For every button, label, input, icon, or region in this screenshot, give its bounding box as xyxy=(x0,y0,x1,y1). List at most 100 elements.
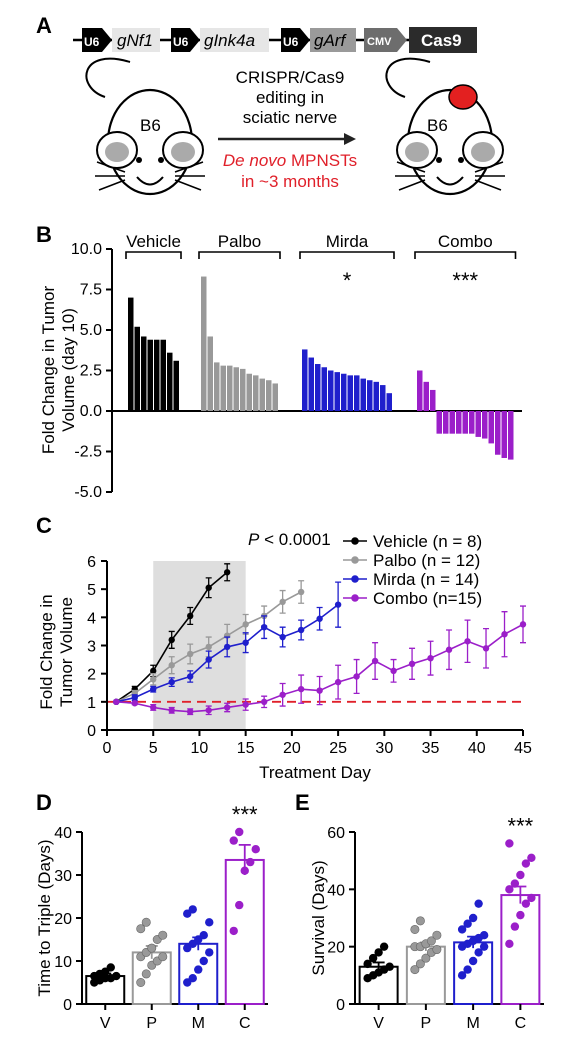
c-point-mirda xyxy=(131,694,138,701)
b-group-bracket xyxy=(198,251,281,259)
c-y-tick-label: 2 xyxy=(87,667,96,684)
svg-text:Cas9: Cas9 xyxy=(421,31,462,50)
c-legend-marker-palbo xyxy=(351,556,359,564)
b-bar-combo xyxy=(417,370,423,411)
e-dot-P xyxy=(410,924,420,934)
e-dot-M xyxy=(479,942,489,951)
b-bar-combo xyxy=(443,411,449,434)
b-y-label-line: Volume (day 10) xyxy=(59,308,78,432)
c-point-vehicle xyxy=(150,667,157,675)
b-group-bracket xyxy=(414,251,517,259)
c-point-vehicle xyxy=(168,636,175,644)
c-x-tick-label: 30 xyxy=(375,740,393,757)
b-bar-mirda xyxy=(354,375,360,411)
svg-text:CMV: CMV xyxy=(367,36,392,48)
b-bar-mirda xyxy=(347,375,353,411)
e-dot-C xyxy=(505,839,514,848)
c-y-tick-label: 6 xyxy=(87,554,96,571)
c-point-combo xyxy=(150,704,157,711)
e-dot-M xyxy=(463,919,472,928)
d-dot-M xyxy=(188,905,197,914)
c-p-value: P < 0.0001 xyxy=(248,530,331,549)
e-dot-V xyxy=(385,962,394,971)
d-dot-P xyxy=(141,917,151,927)
b-group-label: Combo xyxy=(438,232,493,251)
c-point-combo xyxy=(260,698,268,706)
d-dot-C xyxy=(229,836,238,845)
b-bar-vehicle xyxy=(167,352,173,411)
c-point-combo xyxy=(371,657,379,665)
b-bar-palbo xyxy=(220,365,226,411)
d-dot-M xyxy=(188,974,197,983)
tumor-icon xyxy=(448,84,478,110)
b-y-tick-label: 2.5 xyxy=(80,363,102,380)
d-dot-C xyxy=(235,827,244,837)
e-dot-V xyxy=(374,948,383,957)
e-dot-M xyxy=(468,956,478,966)
a-text-line3: sciatic nerve xyxy=(243,108,337,127)
c-y-label-line: Fold Change in xyxy=(37,594,56,709)
b-significance: *** xyxy=(452,268,478,293)
b-bar-combo xyxy=(436,411,442,434)
b-group-label: Mirda xyxy=(326,232,369,251)
b-bar-palbo xyxy=(201,276,207,411)
c-legend-label-vehicle: Vehicle (n = 8) xyxy=(373,532,482,551)
c-y-label: Fold Change inTumor Volume xyxy=(37,594,76,709)
c-point-combo xyxy=(408,660,416,668)
c-point-combo xyxy=(131,700,138,707)
guide-gnf1: gNf1 xyxy=(112,28,160,52)
b-bar-mirda xyxy=(373,381,379,411)
cas9-box: Cas9 xyxy=(409,27,477,53)
e-significance: *** xyxy=(508,813,534,838)
b-bar-palbo xyxy=(259,378,265,411)
svg-text:gNf1: gNf1 xyxy=(117,31,153,50)
b-bar-combo xyxy=(456,411,462,434)
e-y-tick-label: 40 xyxy=(327,882,345,899)
c-p-value-rest: < 0.0001 xyxy=(259,530,330,549)
b-bar-mirda xyxy=(321,367,327,411)
c-point-palbo xyxy=(168,662,175,669)
e-dot-P xyxy=(432,945,442,955)
c-legend-marker-mirda xyxy=(351,575,359,583)
c-point-combo xyxy=(205,707,212,714)
c-y-tick-label: 0 xyxy=(87,723,96,740)
e-dot-C xyxy=(505,939,514,948)
b-bar-mirda xyxy=(341,373,347,411)
b-y-tick-label: 7.5 xyxy=(80,282,102,299)
c-point-vehicle xyxy=(223,569,231,576)
b-y-tick-label: 5.0 xyxy=(80,322,102,339)
d-dot-P xyxy=(147,943,157,953)
e-dot-C xyxy=(510,879,520,888)
svg-text:gInk4a: gInk4a xyxy=(204,31,255,50)
e-dot-M xyxy=(468,913,478,923)
e-dot-C xyxy=(521,899,531,908)
guide-garf: gArf xyxy=(310,28,356,52)
b-y-tick-label: -2.5 xyxy=(74,444,102,461)
b-bar-combo xyxy=(508,411,514,460)
e-dot-V xyxy=(379,942,389,951)
b-bar-palbo xyxy=(246,373,252,411)
a-red-line2: in ~3 months xyxy=(241,172,339,191)
e-dot-C xyxy=(527,853,536,862)
b-bar-mirda xyxy=(386,393,392,411)
a-arrow-head xyxy=(344,133,356,145)
a-red-line1: De novo MPNSTs xyxy=(223,151,357,170)
panel-e-label: E xyxy=(295,790,310,815)
c-point-mirda xyxy=(168,678,175,686)
b-bar-palbo xyxy=(233,367,239,411)
panel-b-label: B xyxy=(36,222,52,247)
b-y-label-line: Fold Change in Tumor xyxy=(39,286,58,455)
c-point-mirda xyxy=(187,673,194,680)
d-dot-P xyxy=(158,930,168,940)
c-point-combo xyxy=(464,638,471,645)
c-point-palbo xyxy=(150,676,157,683)
panel-d-label: D xyxy=(36,790,52,815)
c-point-combo xyxy=(113,698,120,706)
d-dot-C xyxy=(251,845,260,854)
e-dot-C xyxy=(527,893,536,903)
e-dot-C xyxy=(505,885,514,894)
c-point-mirda xyxy=(150,685,157,693)
c-y-tick-label: 1 xyxy=(87,695,96,712)
b-bar-combo xyxy=(488,411,494,444)
c-point-combo xyxy=(482,645,490,652)
